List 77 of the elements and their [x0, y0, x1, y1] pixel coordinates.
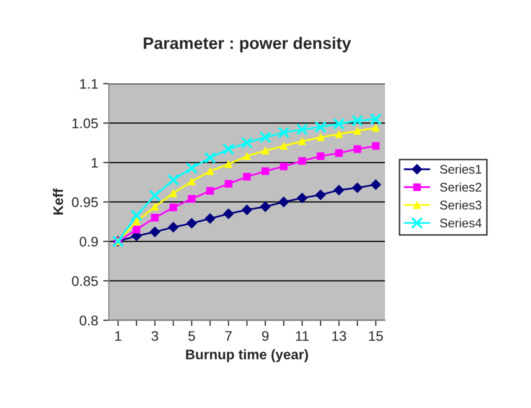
- point: [222, 143, 234, 156]
- point: [335, 130, 343, 138]
- x-tick-label: 7: [225, 331, 232, 341]
- point: [354, 145, 362, 153]
- point: [167, 174, 180, 186]
- legend-label: Series3: [440, 200, 482, 210]
- point: [241, 136, 253, 149]
- point: [223, 208, 234, 220]
- point: [130, 209, 142, 222]
- point: [370, 179, 382, 190]
- point: [224, 160, 232, 168]
- point: [335, 149, 343, 157]
- point: [204, 213, 216, 224]
- point: [151, 202, 159, 211]
- point: [262, 146, 270, 155]
- point: [298, 157, 306, 165]
- point: [206, 167, 214, 176]
- point: [151, 214, 159, 222]
- x-tick-label: 13: [332, 331, 346, 341]
- legend-label: Series2: [440, 182, 482, 192]
- y-tick-label: 1: [92, 158, 98, 168]
- x-tick-label: 15: [369, 331, 383, 341]
- x-axis-title: Burnup time (year): [186, 349, 308, 362]
- y-tick-label: 0.95: [72, 197, 98, 208]
- y-tick-label: 0.9: [80, 236, 98, 247]
- point: [280, 162, 288, 170]
- point: [132, 226, 140, 234]
- point: [370, 113, 382, 126]
- legend-label: Series1: [440, 164, 482, 174]
- point: [204, 152, 216, 164]
- point: [298, 137, 306, 146]
- x-tick-label: 9: [262, 331, 269, 341]
- point: [243, 172, 251, 181]
- point: [278, 196, 289, 208]
- y-tick-label: 0.8: [80, 316, 98, 326]
- point: [206, 187, 214, 195]
- point: [278, 126, 290, 138]
- point: [148, 190, 161, 202]
- point: [168, 222, 179, 232]
- x-tick-label: 5: [188, 331, 195, 341]
- y-tick-label: 1.05: [72, 118, 98, 128]
- point: [262, 167, 270, 176]
- point: [259, 131, 272, 144]
- point: [296, 192, 308, 204]
- point: [314, 121, 326, 133]
- point: [242, 204, 252, 216]
- x-tick-label: 3: [152, 331, 158, 341]
- y-tick-label: 0.85: [72, 276, 98, 286]
- point: [150, 226, 160, 238]
- point: [224, 180, 232, 188]
- point: [316, 133, 324, 142]
- point: [315, 190, 326, 200]
- point: [188, 178, 196, 186]
- point: [188, 194, 196, 203]
- point: [334, 184, 344, 196]
- point: [372, 142, 380, 150]
- point: [316, 152, 324, 160]
- point: [352, 182, 363, 194]
- legend-label: Series4: [440, 218, 482, 228]
- point: [280, 142, 288, 150]
- point: [169, 204, 178, 212]
- chart-title: Parameter : power density: [144, 36, 352, 52]
- point: [186, 162, 198, 174]
- point: [260, 201, 271, 212]
- x-tick-label: 1: [115, 331, 122, 341]
- point: [372, 124, 380, 132]
- x-tick-label: 11: [296, 331, 309, 341]
- point: [354, 127, 362, 135]
- point: [296, 123, 308, 136]
- point: [351, 114, 364, 127]
- point: [186, 218, 197, 229]
- y-tick-label: 1.1: [80, 79, 98, 89]
- point: [132, 218, 140, 226]
- point: [243, 152, 251, 160]
- point: [333, 118, 345, 130]
- y-axis-title: Keff: [52, 188, 64, 215]
- point: [169, 189, 178, 198]
